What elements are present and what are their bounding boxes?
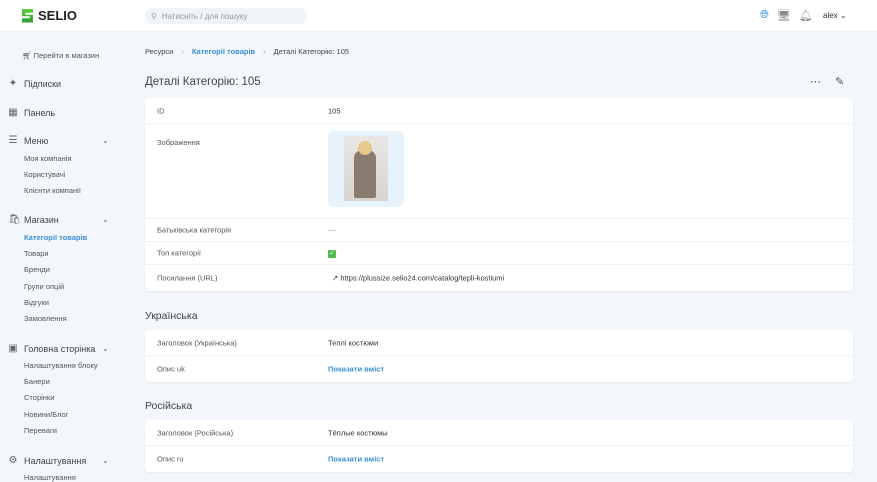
edit-icon[interactable]: ✎ bbox=[835, 76, 845, 88]
logo-mark bbox=[22, 8, 33, 23]
sidebar-item-banners[interactable]: Банери bbox=[24, 377, 50, 386]
logo[interactable]: SELIO bbox=[22, 8, 77, 23]
sidebar-group-label: Магазин bbox=[24, 214, 59, 225]
url-text: https://plussize.selio24.com/catalog/tep… bbox=[340, 273, 505, 283]
sidebar-item-users[interactable]: Користувачі bbox=[24, 170, 66, 179]
chevron-right-icon: › bbox=[263, 47, 266, 56]
more-options-icon[interactable]: ⋯ bbox=[810, 76, 821, 88]
id-value: 105 bbox=[328, 106, 341, 115]
sidebar-group-menu[interactable]: ☰ Меню bbox=[8, 135, 49, 146]
page-title: Деталі Категорію: 105 bbox=[145, 76, 261, 88]
gear-icon: ⚙ bbox=[8, 455, 18, 466]
cart-icon: 🛒︎ bbox=[22, 51, 32, 60]
show-content-button[interactable]: Показати вміст bbox=[328, 454, 385, 464]
bar-chart-icon: ▦ bbox=[8, 107, 18, 118]
sidebar-item-label: Панель bbox=[24, 107, 56, 118]
monitor-icon[interactable]: 🖥︎ bbox=[776, 10, 791, 22]
sidebar-group-shop[interactable]: 🛍︎ Магазин bbox=[8, 214, 59, 225]
shopping-bag-icon: 🛍︎ bbox=[8, 214, 21, 225]
details-card: ID 105 Зображення Батьківська категорія — … bbox=[145, 98, 853, 291]
sidebar-item-orders[interactable]: Замовлення bbox=[24, 314, 67, 323]
ukrainian-card: Заголовок (Українська) Теплі костюми Опис… bbox=[145, 330, 853, 382]
external-arrow-icon: ↗ bbox=[332, 273, 339, 283]
russian-card: Заголовок (Російська) Тёплые костюмы Опис… bbox=[145, 420, 853, 472]
breadcrumb-resources[interactable]: Ресурси bbox=[145, 47, 174, 56]
breadcrumb: Ресурси › Категорії товарів › Деталі Катег… bbox=[145, 47, 349, 56]
detail-row-top: Топ категорії ✓ bbox=[145, 242, 853, 265]
section-title-ukrainian: Українська bbox=[145, 310, 198, 322]
product-photo bbox=[344, 136, 388, 201]
username: alex bbox=[823, 11, 838, 20]
sidebar-item-reviews[interactable]: Відгуки bbox=[24, 298, 50, 307]
brand-name: SELIO bbox=[38, 8, 78, 23]
detail-row-url: Посилання (URL) ↗ https://plussize.selio2… bbox=[145, 265, 853, 291]
home-box-icon: ▣ bbox=[8, 343, 18, 354]
sidebar-group-home-page[interactable]: ▣ Головна сторінка bbox=[8, 343, 95, 354]
sidebar-item-subscriptions[interactable]: ✦ Підписки bbox=[8, 78, 61, 89]
search-input[interactable]: ⚲ Натисніть / для пошуку bbox=[145, 8, 307, 24]
sidebar-group-label: Налаштування bbox=[24, 455, 87, 466]
shop-link-label: Перейти в магазин bbox=[33, 51, 100, 60]
detail-row: Заголовок (Українська) Теплі костюми bbox=[145, 330, 853, 356]
sidebar-item-products[interactable]: Товари bbox=[24, 249, 49, 258]
sidebar-group-label: Головна сторінка bbox=[24, 343, 96, 354]
desc-label: Опис uk bbox=[157, 364, 185, 374]
detail-row-image: Зображення bbox=[145, 124, 853, 219]
detail-row: Опис uk Показати вміст bbox=[145, 356, 853, 382]
id-label: ID bbox=[157, 106, 165, 115]
sidebar-item-option-groups[interactable]: Групи опцій bbox=[24, 282, 65, 291]
top-label: Топ категорії bbox=[157, 248, 201, 258]
photo-figure bbox=[354, 150, 376, 198]
desc-label: Опис ru bbox=[157, 454, 184, 464]
detail-row-id: ID 105 bbox=[145, 98, 853, 124]
go-to-shop-link[interactable]: 🛒︎ Перейти в магазин bbox=[22, 51, 99, 60]
check-icon: ✓ bbox=[328, 250, 336, 258]
detail-row-parent: Батьківська категорія — bbox=[145, 219, 853, 242]
sidebar-item-dashboard[interactable]: ▦ Панель bbox=[8, 107, 55, 118]
parent-label: Батьківська категорія bbox=[157, 225, 232, 235]
detail-row: Заголовок (Російська) Тёплые костюмы bbox=[145, 420, 853, 446]
sidebar-item-advantages[interactable]: Переваги bbox=[24, 426, 57, 435]
chevron-down-icon[interactable]: ⌄ bbox=[102, 136, 109, 145]
title-label: Заголовок (Російська) bbox=[157, 428, 234, 437]
menu-icon: ☰ bbox=[8, 135, 18, 146]
chevron-down-icon[interactable]: ⌄ bbox=[102, 344, 109, 353]
detail-row: Опис ru Показати вміст bbox=[145, 446, 853, 472]
url-link[interactable]: ↗ https://plussize.selio24.com/catalog/t… bbox=[332, 274, 504, 283]
sidebar-item-pages[interactable]: Сторінки bbox=[24, 393, 55, 402]
sidebar-item-my-company[interactable]: Моя компанія bbox=[24, 154, 72, 163]
category-image[interactable] bbox=[328, 131, 404, 207]
sidebar-item-label: Підписки bbox=[24, 78, 62, 89]
user-menu[interactable]: alex ⌄ bbox=[823, 11, 847, 20]
sidebar-item-news-blog[interactable]: Новини/Блог bbox=[24, 410, 69, 419]
title-label: Заголовок (Українська) bbox=[157, 338, 237, 347]
sidebar-group-label: Меню bbox=[24, 135, 49, 146]
breadcrumb-current: Деталі Категорію: 105 bbox=[273, 47, 350, 56]
title-value: Тёплые костюмы bbox=[328, 428, 388, 437]
sidebar-item-block-settings[interactable]: Налаштування блоку bbox=[24, 361, 98, 370]
chevron-down-icon[interactable]: ⌄ bbox=[102, 215, 109, 224]
show-content-button[interactable]: Показати вміст bbox=[328, 364, 385, 374]
chevron-down-icon[interactable]: ⌄ bbox=[102, 456, 109, 465]
breadcrumb-categories[interactable]: Категорії товарів bbox=[191, 47, 256, 56]
title-value: Теплі костюми bbox=[328, 338, 379, 347]
chevron-down-icon: ⌄ bbox=[839, 11, 847, 20]
sidebar-item-brands[interactable]: Бренди bbox=[24, 265, 50, 274]
url-label: Посилання (URL) bbox=[157, 273, 218, 283]
bell-icon[interactable]: 🔔︎ bbox=[798, 10, 813, 22]
sidebar-group-settings[interactable]: ⚙ Налаштування bbox=[8, 455, 87, 466]
search-icon: ⚲ bbox=[151, 11, 157, 21]
search-placeholder: Натисніть / для пошуку bbox=[161, 11, 248, 21]
sparkle-icon: ✦ bbox=[8, 78, 18, 89]
parent-value: — bbox=[328, 225, 336, 235]
section-title-russian: Російська bbox=[145, 400, 193, 412]
chevron-right-icon: › bbox=[181, 47, 184, 56]
sidebar-item-product-categories[interactable]: Категорії товарів bbox=[24, 233, 88, 242]
globe-icon[interactable]: 🌐︎ bbox=[760, 9, 769, 21]
image-label: Зображення bbox=[157, 138, 200, 147]
sidebar-item-settings[interactable]: Налаштування bbox=[24, 473, 76, 482]
top-bar: SELIO ⚲ Натисніть / для пошуку 🌐︎ 🖥︎ 🔔︎ a… bbox=[0, 0, 877, 32]
photo-head bbox=[358, 141, 372, 155]
sidebar-item-company-clients[interactable]: Клієнти компанії bbox=[24, 186, 81, 195]
